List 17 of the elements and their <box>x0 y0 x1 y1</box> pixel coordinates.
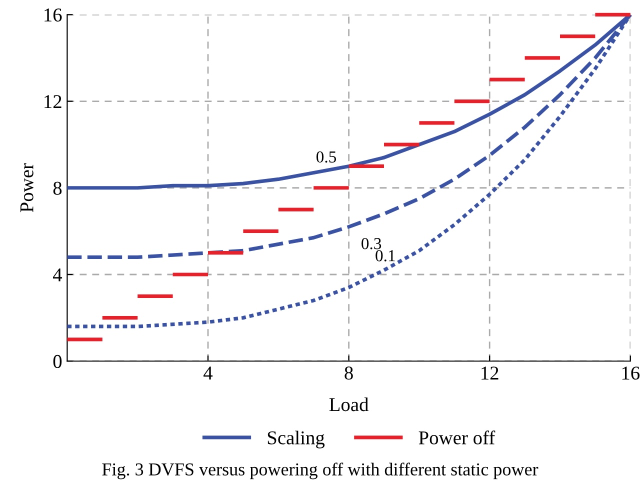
y-tick-label: 12 <box>44 95 62 108</box>
x-axis-title: Load <box>329 398 369 412</box>
x-tick-label: 12 <box>482 366 498 380</box>
legend-label: Scaling <box>268 430 325 448</box>
y-tick-label: 16 <box>44 8 62 22</box>
y-tick-label: 4 <box>52 268 62 282</box>
x-tick-label: 4 <box>204 366 213 380</box>
caption: Fig. 3 DVFS versus powering off with different static power <box>102 462 538 480</box>
x-tick-label: 16 <box>622 366 640 380</box>
y-tick-label: 0 <box>53 354 62 368</box>
y-tick-label: 8 <box>53 182 62 195</box>
annotation: 0.1 <box>376 250 395 262</box>
annotation: 0.5 <box>316 151 336 163</box>
annotation: 0.3 <box>362 238 382 250</box>
legend-label: Power off <box>418 430 496 444</box>
y-axis-title: Power <box>20 163 34 212</box>
x-tick-label: 8 <box>344 366 353 380</box>
